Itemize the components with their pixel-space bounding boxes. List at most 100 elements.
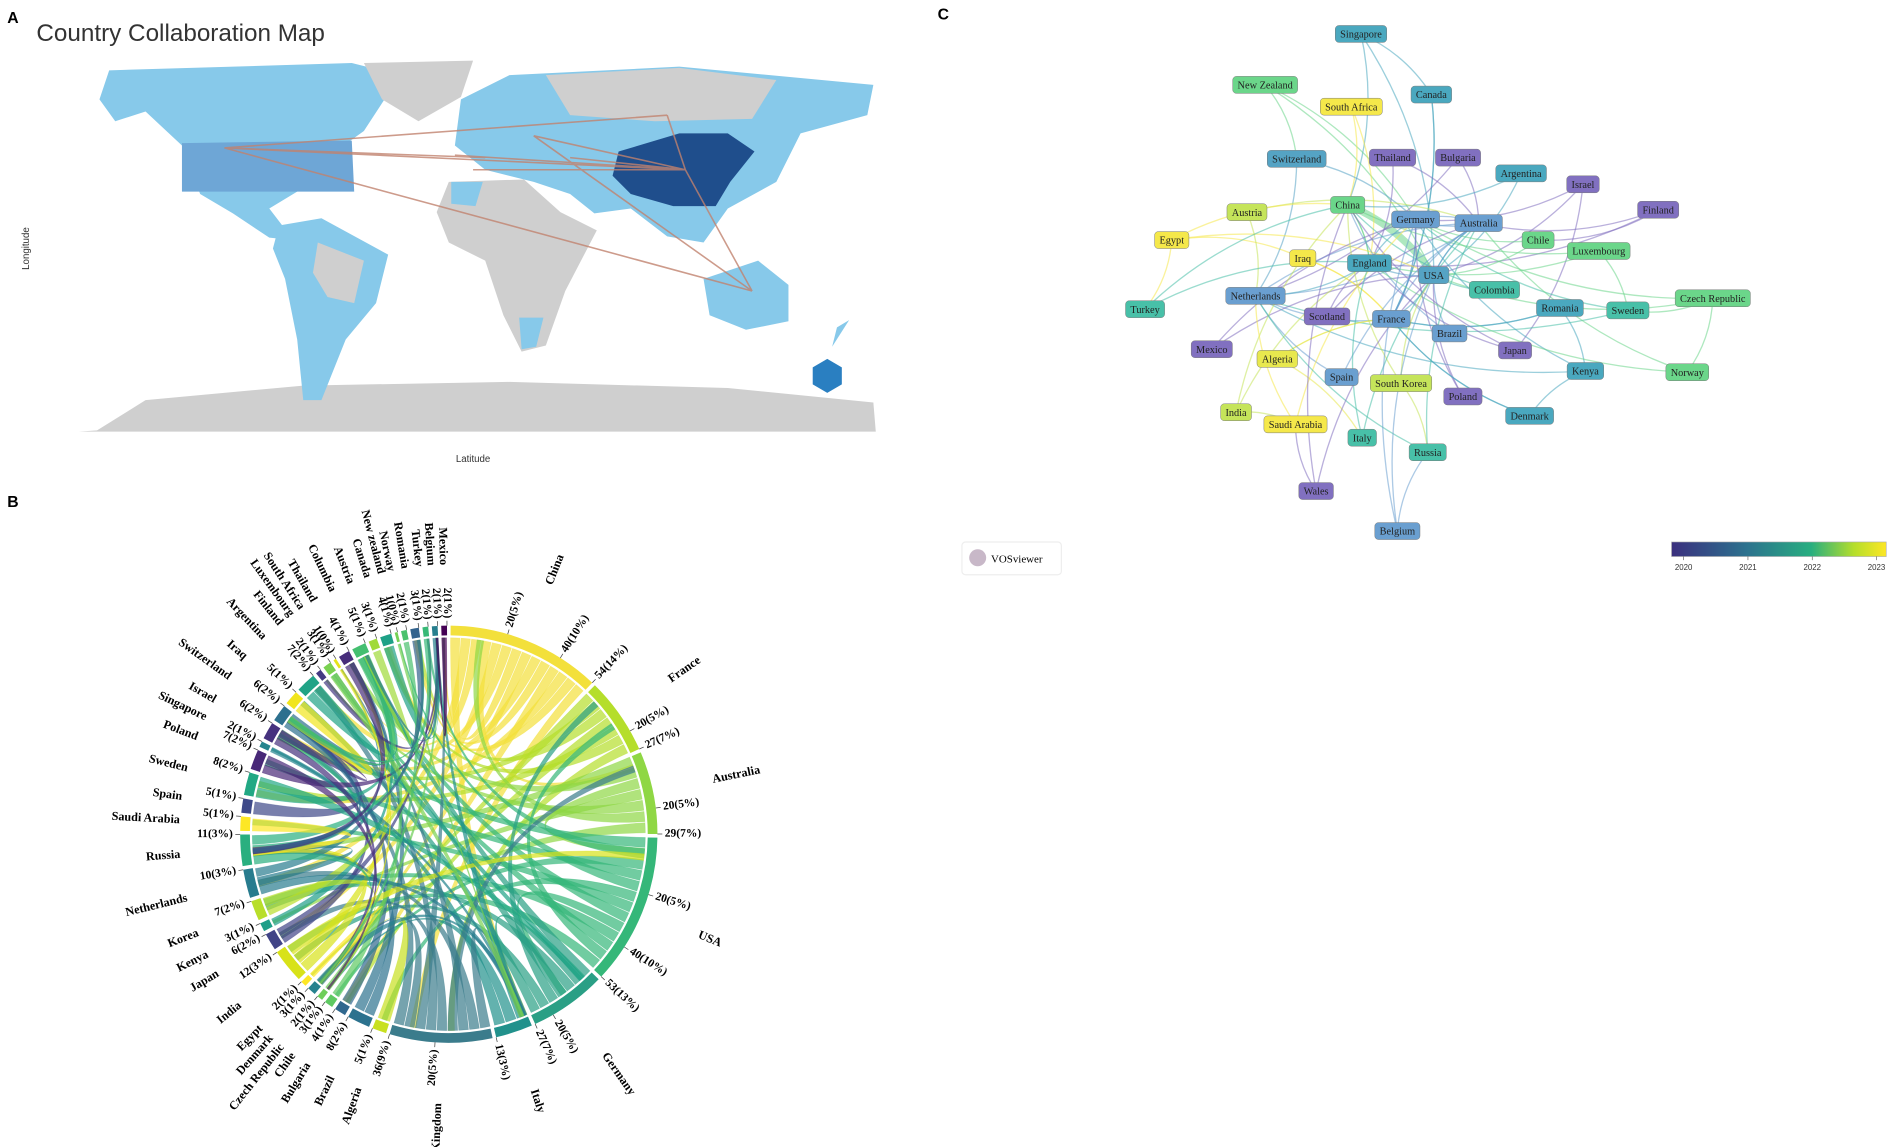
legend-tick-label: 2022 bbox=[1803, 563, 1821, 572]
tick bbox=[297, 981, 302, 986]
node: Chile bbox=[1521, 231, 1555, 249]
node-label: Russia bbox=[1414, 448, 1442, 459]
country-arc bbox=[241, 798, 253, 814]
tick bbox=[559, 653, 564, 659]
country-arc bbox=[259, 741, 271, 751]
node: Japan bbox=[1498, 341, 1532, 360]
tick-label: 20(5%) bbox=[633, 704, 671, 733]
country-arc bbox=[243, 868, 260, 898]
tick bbox=[591, 678, 596, 683]
node-box bbox=[1190, 340, 1233, 358]
node-label: Saudi Arabia bbox=[1269, 420, 1323, 431]
node-label: USA bbox=[1423, 271, 1444, 282]
country-arc bbox=[323, 662, 336, 676]
country-name: Italy bbox=[528, 1087, 549, 1114]
ribbon bbox=[252, 639, 424, 854]
node: Poland bbox=[1443, 387, 1483, 406]
node-box bbox=[1256, 350, 1298, 368]
country-arc bbox=[372, 1019, 390, 1034]
tick-label: 36(9%) bbox=[371, 1039, 393, 1078]
ribbon bbox=[330, 672, 525, 1018]
node: Wales bbox=[1298, 482, 1334, 500]
tick bbox=[346, 646, 350, 652]
tick bbox=[314, 996, 318, 1001]
node-box bbox=[1125, 300, 1165, 318]
node-box bbox=[1536, 299, 1584, 317]
country-arc bbox=[594, 837, 658, 977]
tick-label: 2(1%) bbox=[419, 588, 434, 620]
node-label: Kenya bbox=[1572, 367, 1599, 378]
country-arc bbox=[338, 651, 354, 666]
tick bbox=[255, 923, 261, 926]
tick-label: 11(3%) bbox=[197, 828, 233, 840]
ribbon bbox=[252, 639, 425, 845]
country-name: Algeria bbox=[338, 1085, 364, 1126]
country-name: Sweden bbox=[148, 751, 190, 774]
node: Kenya bbox=[1566, 362, 1604, 380]
country-name: Norway bbox=[376, 530, 399, 573]
node-box bbox=[1324, 368, 1359, 386]
country-arc bbox=[251, 898, 268, 921]
node-label: Israel bbox=[1572, 180, 1595, 191]
node-box bbox=[1232, 76, 1298, 94]
node: Denmark bbox=[1505, 407, 1554, 425]
ribbon bbox=[332, 654, 403, 998]
tick bbox=[253, 747, 259, 751]
node: Egypt bbox=[1154, 231, 1190, 249]
country-name: Korea bbox=[166, 925, 201, 950]
node-box bbox=[1521, 231, 1555, 249]
ribbon bbox=[435, 637, 448, 737]
country-arc bbox=[317, 988, 328, 1000]
edge bbox=[1559, 307, 1587, 372]
ribbon bbox=[270, 746, 526, 1018]
country-arc bbox=[243, 772, 259, 797]
tick bbox=[332, 654, 337, 660]
edge bbox=[1346, 204, 1402, 384]
node-box bbox=[1320, 97, 1383, 116]
tick bbox=[600, 976, 605, 981]
node: Netherlands bbox=[1225, 287, 1286, 305]
node-box bbox=[1566, 362, 1604, 380]
edge bbox=[1368, 157, 1394, 264]
node: Australia bbox=[1454, 214, 1503, 232]
tick bbox=[534, 1023, 538, 1029]
brand: VOSviewer bbox=[991, 554, 1043, 566]
y-axis-label: Longitude bbox=[21, 227, 32, 270]
ribbon bbox=[383, 637, 440, 740]
edge bbox=[1686, 298, 1714, 373]
tick-label: 20(5%) bbox=[504, 590, 526, 629]
node-box bbox=[1566, 175, 1600, 194]
tick-label: 6(2%) bbox=[237, 698, 270, 725]
node-label: Netherlands bbox=[1231, 291, 1281, 302]
panel-label: B bbox=[7, 494, 18, 511]
node-label: Canada bbox=[1416, 90, 1447, 101]
tick-label: 20(5%) bbox=[654, 891, 693, 913]
edge bbox=[1415, 218, 1628, 312]
ribbon bbox=[264, 755, 377, 991]
node-box bbox=[1347, 428, 1377, 447]
node-label: Japan bbox=[1503, 346, 1526, 357]
x-axis-label: Latitude bbox=[456, 454, 490, 465]
edge bbox=[1340, 222, 1480, 378]
node-label: Egypt bbox=[1159, 236, 1184, 247]
tick-label: 27(7%) bbox=[533, 1028, 559, 1066]
tick bbox=[292, 688, 297, 693]
node-label: Brazil bbox=[1437, 329, 1462, 340]
node-box bbox=[1469, 281, 1520, 299]
tick-label: 27(7%) bbox=[643, 725, 681, 751]
country-name: Turkey bbox=[408, 529, 426, 568]
edge bbox=[1211, 274, 1434, 350]
edge bbox=[1414, 219, 1464, 397]
node-box bbox=[1298, 482, 1334, 500]
color-bar bbox=[1671, 541, 1887, 557]
node: Russia bbox=[1408, 443, 1447, 461]
edge bbox=[1144, 240, 1173, 310]
country-name: Russia bbox=[145, 847, 180, 864]
edge bbox=[1347, 33, 1369, 206]
tick bbox=[417, 622, 420, 628]
node-label: Romania bbox=[1541, 304, 1579, 315]
node-label: South Africa bbox=[1325, 102, 1378, 113]
edge bbox=[1457, 157, 1480, 224]
node-label: New Zealand bbox=[1238, 81, 1294, 92]
antarctica bbox=[78, 381, 876, 432]
